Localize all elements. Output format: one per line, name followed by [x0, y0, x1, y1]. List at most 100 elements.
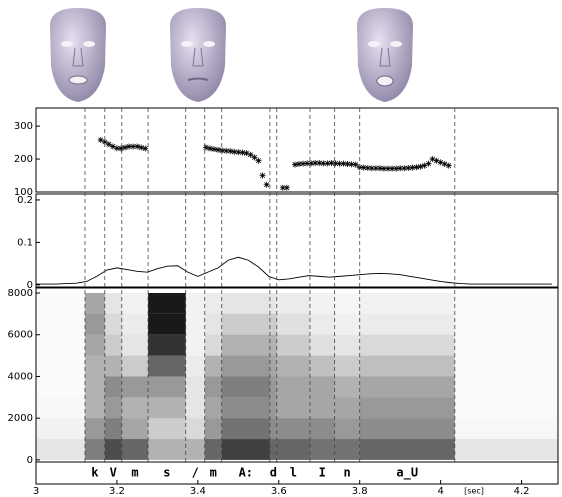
pitch-point — [283, 184, 290, 191]
spectrogram-cell — [455, 314, 558, 335]
x-tick-label: 4 — [437, 486, 443, 497]
phoneme-label: s — [163, 466, 170, 480]
spectrogram-cell — [204, 313, 222, 335]
spectrogram-cell — [36, 418, 85, 440]
pitch-point — [332, 160, 339, 167]
spectrogram-cell — [84, 376, 105, 398]
pitch-point — [247, 151, 254, 158]
y-tick-label: 0.2 — [17, 195, 33, 206]
spectrogram-cell — [221, 376, 270, 398]
pitch-point — [202, 144, 209, 151]
pitch-point — [336, 160, 343, 167]
phoneme-label: l — [290, 466, 297, 480]
spectrogram-cell — [455, 293, 558, 314]
spectrogram-cell — [148, 418, 186, 440]
pitch-point — [381, 165, 387, 172]
phoneme-label: I — [319, 466, 326, 480]
phoneme-label: V — [110, 466, 117, 480]
pitch-point — [296, 161, 303, 167]
pitch-point — [352, 161, 359, 168]
phoneme-label: m — [210, 466, 217, 480]
spectrogram-cell — [204, 376, 222, 398]
spectrogram-cell — [104, 439, 122, 460]
face — [357, 8, 413, 102]
spectrogram-cell — [455, 418, 558, 439]
spectrogram-cell — [121, 397, 149, 419]
pitch-point — [437, 159, 444, 166]
label-strip — [35, 461, 559, 485]
spectrogram-cell — [121, 355, 149, 377]
pitch-point — [364, 164, 371, 171]
spectrogram-cell — [334, 439, 360, 460]
phoneme-label: m — [131, 466, 138, 480]
spectrogram-cell — [84, 293, 105, 314]
phoneme-label: k — [91, 466, 99, 480]
pitch-point — [134, 143, 141, 150]
pitch-point — [328, 160, 335, 167]
spectrogram-cell — [221, 313, 270, 335]
spectrogram-cell — [309, 376, 335, 398]
y-tick-label: 0.1 — [17, 237, 33, 248]
spectrogram-cell — [36, 293, 85, 314]
pitch-point — [385, 165, 392, 172]
pitch-point — [340, 160, 347, 167]
spectrogram-cell — [185, 418, 205, 440]
x-tick-label: 3.4 — [190, 486, 206, 497]
spectrogram-cell — [359, 334, 455, 356]
pitch-point — [324, 160, 331, 167]
pitch-point — [425, 160, 432, 167]
spectrogram-cell — [359, 293, 455, 314]
pitch-point — [126, 143, 133, 150]
pitch-point — [368, 165, 375, 172]
pitch-point — [389, 165, 396, 172]
pitch-point — [376, 165, 383, 172]
spectrogram-cell — [309, 439, 335, 460]
pitch-point — [433, 157, 440, 164]
phoneme-label: / — [192, 466, 199, 480]
spectrogram-cell — [148, 397, 186, 419]
spectrogram-cell — [309, 334, 335, 356]
pitch-point — [227, 148, 234, 155]
pitch-point — [279, 184, 286, 191]
pitch-point — [211, 146, 218, 153]
spectrogram-cell — [334, 293, 360, 314]
spectrogram-cell — [359, 376, 455, 398]
phoneme-label: d — [270, 466, 277, 480]
y-tick-label: 200 — [14, 154, 33, 165]
spectrogram-cell — [36, 439, 85, 460]
spectrogram-cell — [204, 397, 222, 419]
spectrogram-cell — [221, 293, 270, 314]
phoneme-label: a_U — [396, 466, 418, 481]
pitch-point — [263, 181, 270, 188]
spectrogram-cell — [121, 313, 149, 335]
spectrogram-cell — [185, 293, 205, 314]
spectrogram-cell — [148, 355, 186, 377]
spectrogram-cell — [276, 439, 310, 460]
spectrogram-cell — [121, 376, 149, 398]
phoneme-label: n — [344, 466, 351, 480]
spectrogram-cell — [269, 397, 277, 419]
spectrogram-cell — [454, 439, 558, 460]
spectrogram-cell — [121, 439, 149, 460]
spectrogram-cell — [185, 397, 205, 419]
spectrogram-cell — [204, 439, 222, 460]
spectrogram-cell — [309, 293, 335, 314]
spectrogram-cell — [455, 335, 558, 356]
pitch-point — [255, 157, 262, 164]
x-tick-label: 3 — [33, 486, 39, 497]
spectrogram-cell — [84, 418, 105, 440]
spectrogram-cell — [309, 397, 335, 419]
spectrogram-cell — [121, 418, 149, 440]
spectrogram-cell — [334, 418, 360, 440]
spectrogram-cell — [148, 439, 186, 460]
spectrogram-cell — [36, 397, 85, 418]
pitch-point — [441, 161, 448, 167]
spectrogram-cell — [334, 334, 360, 356]
spectrogram-cell — [36, 356, 85, 377]
pitch-point — [360, 164, 367, 171]
spectrogram-cell — [269, 418, 277, 440]
y-tick-label: 2000 — [8, 413, 33, 424]
pitch-point — [101, 138, 108, 145]
pitch-point — [445, 162, 452, 169]
spectrogram-cell — [359, 397, 455, 419]
